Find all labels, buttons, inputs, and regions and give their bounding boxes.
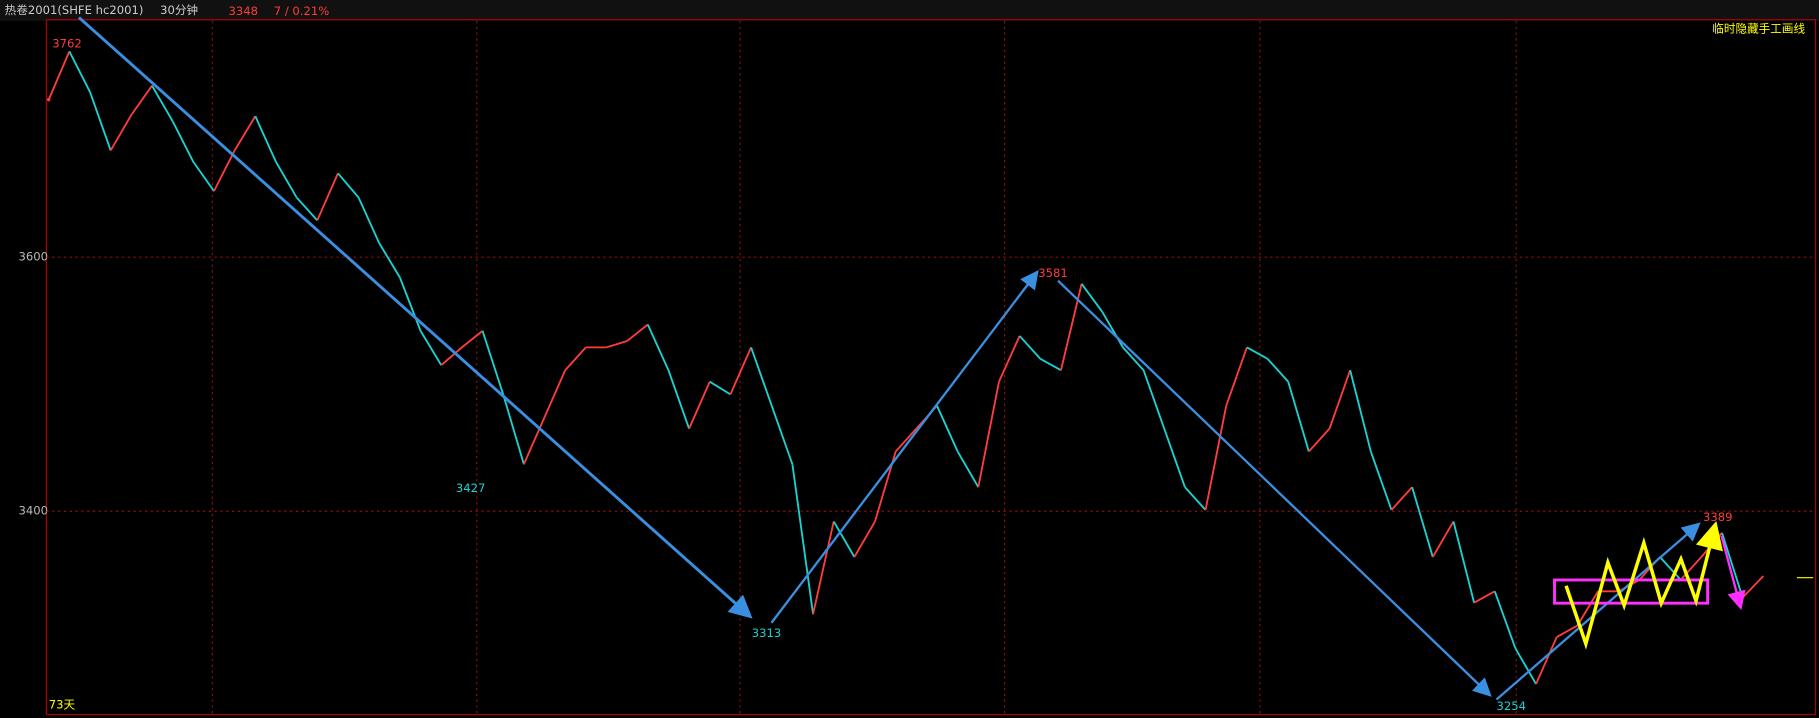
hide-drawings[interactable]: 临时隐藏手工画线 [1712, 21, 1805, 35]
price-segment [1535, 636, 1558, 685]
last-price: 3348 [229, 4, 259, 18]
price-segment [1039, 357, 1062, 372]
price-segment [1493, 590, 1517, 649]
price-segment [853, 520, 876, 558]
price-segment [295, 196, 318, 221]
price-segment [1142, 369, 1166, 429]
annotation: 3762 [52, 37, 82, 51]
price-segment [440, 346, 463, 366]
price-segment [1080, 283, 1104, 313]
price-segment [275, 161, 298, 198]
annotation: 3313 [752, 626, 782, 640]
price-segment [213, 150, 236, 192]
price-segment [750, 347, 773, 407]
price-segment [171, 120, 195, 163]
price-segment [316, 172, 339, 221]
price-segment [626, 323, 649, 342]
price-segment [564, 346, 587, 371]
price-segment [481, 330, 505, 395]
price-segment [729, 346, 752, 395]
price-segment [233, 115, 257, 151]
footer: 73天 [49, 698, 76, 712]
price-segment [832, 520, 856, 558]
price-segment [502, 394, 525, 465]
price-segment [1369, 451, 1393, 511]
v-grid [211, 20, 1517, 715]
price-segment [977, 381, 1000, 488]
price-segment [1659, 556, 1682, 581]
price-segment [1556, 624, 1578, 638]
price-segment [606, 340, 628, 349]
price-segment [1741, 575, 1764, 599]
annotation: 3254 [1496, 699, 1526, 713]
price-segment [543, 369, 567, 418]
price-segment [1576, 590, 1599, 627]
price-segment [1266, 358, 1289, 383]
price-segment [812, 521, 835, 615]
price-segment [399, 277, 422, 332]
price-segment [151, 85, 174, 122]
price-segment [1101, 311, 1124, 348]
price-segment [1184, 486, 1207, 511]
period[interactable]: 30分钟 [160, 3, 198, 17]
price-segment [130, 85, 153, 116]
plot-frame [45, 19, 1817, 716]
symbol[interactable]: 热卷2001(SHFE hc2001) [5, 3, 144, 17]
price-segment [378, 242, 401, 278]
price-segment [1163, 428, 1186, 488]
price-segment [1452, 521, 1476, 603]
price-segment [68, 50, 91, 93]
price-segment [1060, 283, 1083, 371]
price-segment [1122, 346, 1145, 371]
price-segment [1411, 486, 1434, 558]
annotation: 3581 [1038, 266, 1068, 280]
price-segment [709, 380, 731, 396]
price-segment [357, 197, 381, 244]
price-segment [646, 324, 670, 371]
price-segment [461, 330, 484, 349]
annotation: 3389 [1703, 510, 1733, 524]
price-segment [956, 451, 980, 488]
price-segment [337, 172, 360, 199]
price-segment [47, 51, 71, 101]
drawings [77, 16, 1814, 701]
price-segment [688, 381, 711, 430]
price-segment [1287, 381, 1310, 452]
price-segment [89, 91, 112, 151]
price-segment [254, 115, 277, 163]
price-segment [419, 330, 443, 366]
change: 7 / 0.21% [274, 4, 329, 18]
price-segment [1514, 647, 1537, 685]
price-segment [1328, 369, 1352, 429]
price-segment [1204, 405, 1228, 511]
price-segment [1349, 370, 1372, 452]
price-segment [998, 335, 1021, 383]
price-segment [523, 416, 546, 465]
price-segment [895, 428, 918, 453]
price-segment [192, 161, 215, 192]
price-segment [1721, 532, 1744, 598]
toolbar [0, 0, 1819, 21]
annotation: 3427 [456, 481, 486, 495]
y-tick-label: 3400 [19, 504, 49, 518]
price-segment [1473, 590, 1496, 604]
price-segment [1018, 335, 1041, 360]
price-segment [770, 405, 794, 465]
price-segment [791, 464, 814, 615]
y-tick-label: 3600 [19, 250, 49, 264]
price-segment [1246, 346, 1268, 360]
price-segment [109, 114, 133, 151]
price-segment [1390, 486, 1413, 511]
price-segment [1308, 428, 1331, 453]
price-segment [1679, 556, 1703, 581]
price-segment [1431, 520, 1455, 558]
price-segment [936, 405, 959, 452]
price-segment [667, 369, 690, 429]
price-segment [1225, 347, 1248, 407]
